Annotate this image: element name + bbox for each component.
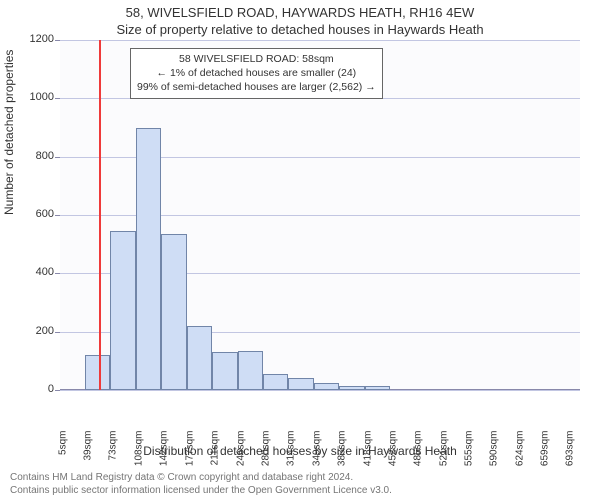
y-tick-mark: [55, 98, 60, 99]
y-tick-mark: [55, 215, 60, 216]
histogram-bar: [314, 383, 339, 390]
y-tick-mark: [55, 40, 60, 41]
x-tick-label: 211sqm: [209, 431, 220, 491]
x-tick-label: 452sqm: [387, 431, 398, 491]
y-tick-mark: [55, 157, 60, 158]
y-tick-mark: [55, 390, 60, 391]
gridline: [60, 390, 580, 391]
y-tick-label: 600: [14, 208, 54, 220]
y-tick-label: 1000: [14, 91, 54, 103]
x-tick-label: 383sqm: [336, 431, 347, 491]
histogram-bar: [187, 326, 212, 390]
x-tick-label: 659sqm: [540, 431, 551, 491]
x-tick-label: 280sqm: [260, 431, 271, 491]
x-tick-label: 5sqm: [58, 431, 69, 491]
x-tick-label: 418sqm: [362, 431, 373, 491]
chart-title-line1: 58, WIVELSFIELD ROAD, HAYWARDS HEATH, RH…: [0, 5, 600, 20]
y-tick-label: 200: [14, 325, 54, 337]
reference-line: [99, 40, 101, 390]
x-tick-label: 108sqm: [133, 431, 144, 491]
footer-line1: Contains HM Land Registry data © Crown c…: [10, 471, 590, 484]
x-tick-label: 486sqm: [412, 431, 423, 491]
x-tick-label: 693sqm: [565, 431, 576, 491]
histogram-bar: [365, 386, 390, 390]
x-tick-label: 349sqm: [311, 431, 322, 491]
y-tick-mark: [55, 273, 60, 274]
x-tick-label: 177sqm: [184, 431, 195, 491]
histogram-bar: [85, 355, 110, 390]
x-tick-label: 624sqm: [514, 431, 525, 491]
chart-title-line2: Size of property relative to detached ho…: [0, 22, 600, 37]
y-axis-label: Number of detached properties: [2, 50, 16, 215]
x-tick-label: 521sqm: [438, 431, 449, 491]
annotation-line1: 58 WIVELSFIELD ROAD: 58sqm: [137, 52, 376, 66]
histogram-bar: [238, 351, 263, 390]
annotation-line2: ← 1% of detached houses are smaller (24): [137, 66, 376, 80]
y-tick-label: 0: [14, 383, 54, 395]
annotation-line3: 99% of semi-detached houses are larger (…: [137, 80, 376, 94]
histogram-bar: [110, 231, 136, 390]
x-tick-label: 246sqm: [235, 431, 246, 491]
x-tick-label: 73sqm: [108, 431, 119, 491]
y-tick-label: 400: [14, 266, 54, 278]
y-tick-label: 800: [14, 150, 54, 162]
histogram-bar: [288, 378, 314, 390]
x-tick-label: 142sqm: [159, 431, 170, 491]
x-tick-label: 39sqm: [83, 431, 94, 491]
histogram-bar: [339, 386, 365, 390]
x-tick-label: 590sqm: [489, 431, 500, 491]
x-tick-label: 314sqm: [285, 431, 296, 491]
y-tick-mark: [55, 332, 60, 333]
x-tick-label: 555sqm: [463, 431, 474, 491]
gridline: [60, 40, 580, 41]
y-tick-label: 1200: [14, 33, 54, 45]
footer-text: Contains HM Land Registry data © Crown c…: [10, 471, 590, 497]
histogram-bar: [136, 128, 161, 391]
annotation-box: 58 WIVELSFIELD ROAD: 58sqm ← 1% of detac…: [130, 48, 383, 99]
histogram-bar: [212, 352, 238, 390]
histogram-bar: [161, 234, 187, 390]
footer-line2: Contains public sector information licen…: [10, 484, 590, 497]
histogram-bar: [263, 374, 288, 390]
chart-container: 58, WIVELSFIELD ROAD, HAYWARDS HEATH, RH…: [0, 0, 600, 500]
